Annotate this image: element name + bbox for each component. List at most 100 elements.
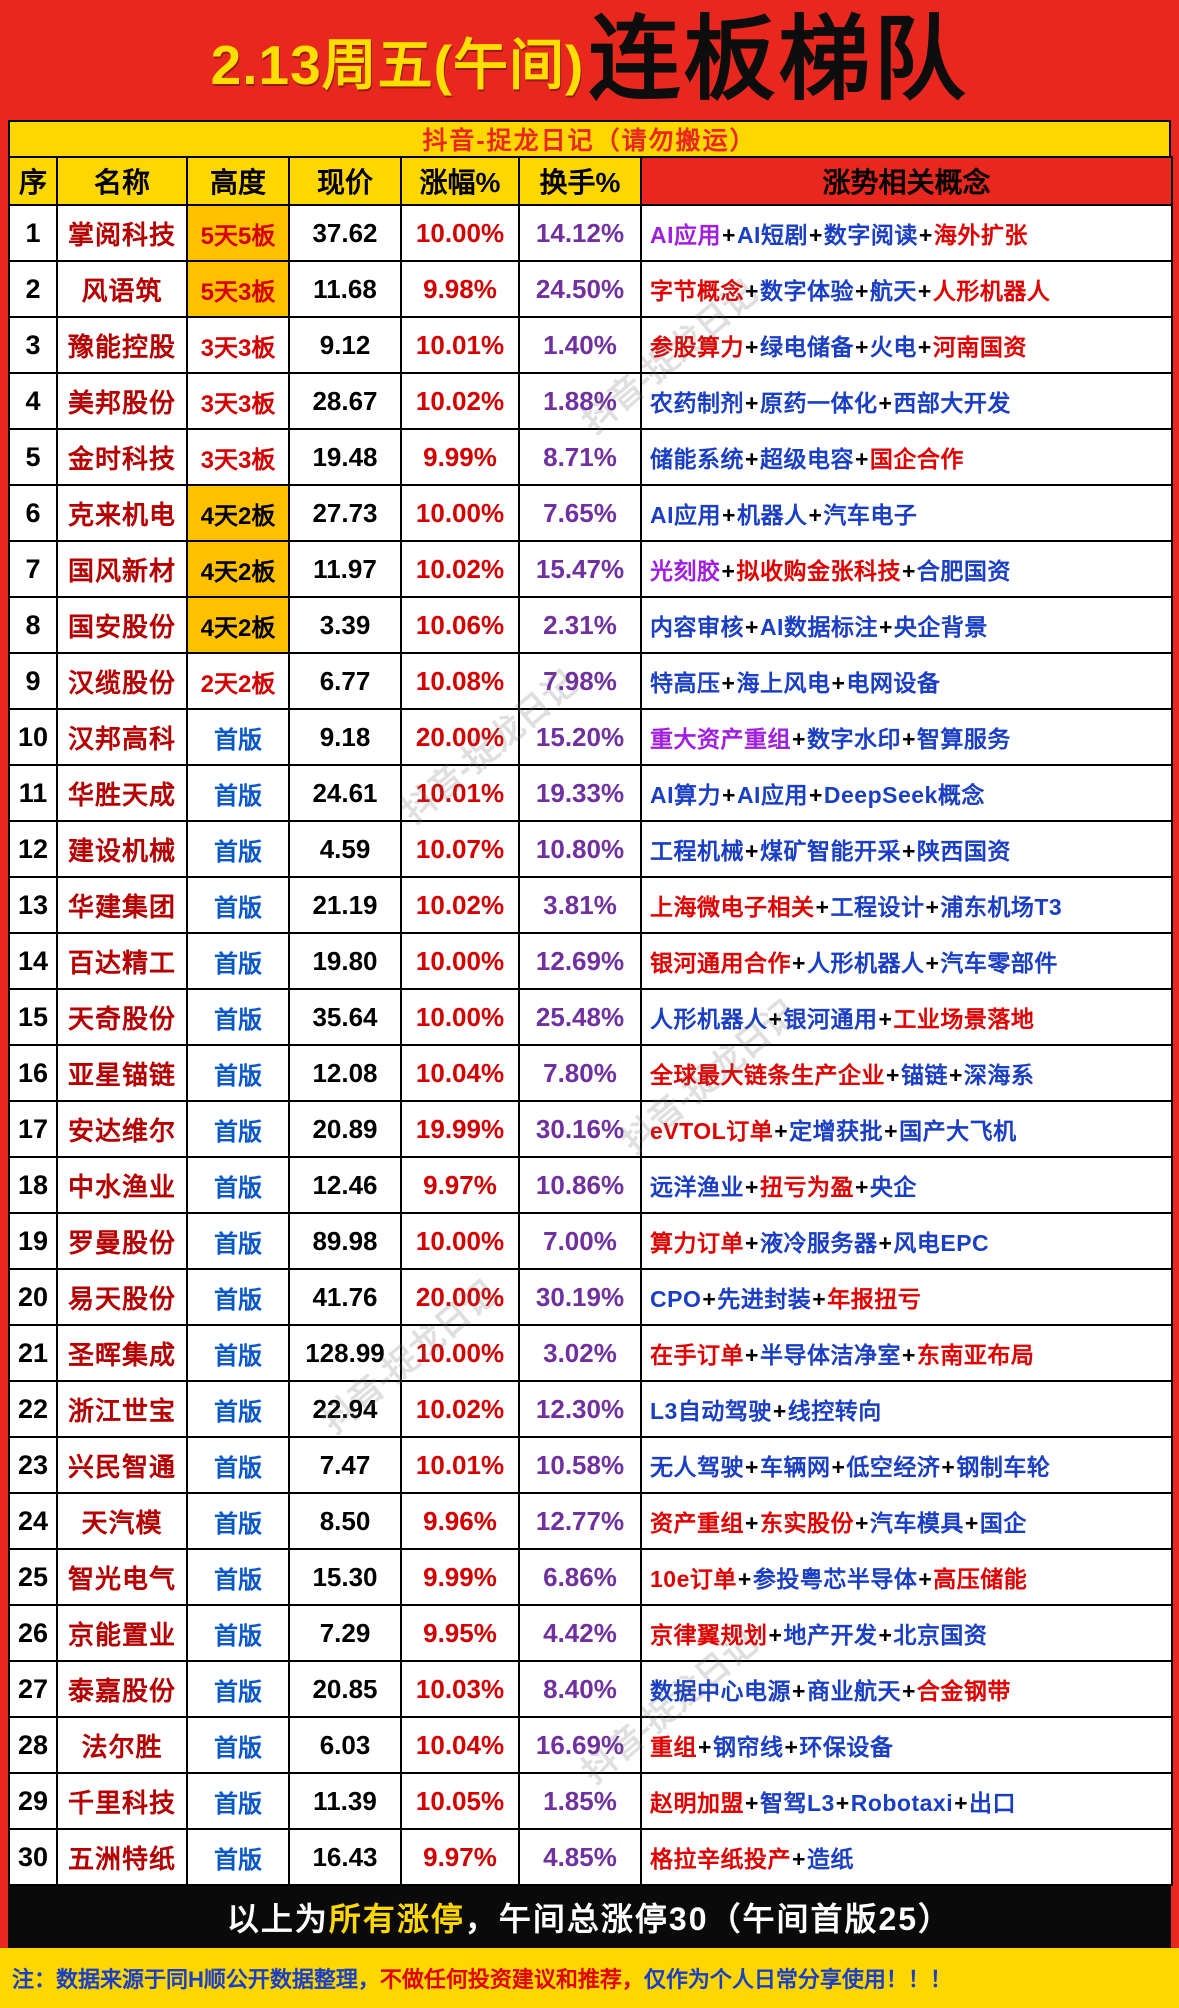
concept-tag: 人形机器人 — [932, 278, 1051, 304]
change-percent: 10.02% — [400, 372, 520, 430]
concept-tag: 数字体验 — [759, 278, 854, 304]
turnover-percent: 1.40% — [518, 316, 642, 374]
concept-list: 10e订单+参投粤芯半导体+高压储能 — [640, 1548, 1173, 1606]
current-price: 6.03 — [288, 1716, 402, 1774]
concept-tag: 京律翼规划 — [650, 1622, 768, 1648]
change-percent: 10.03% — [400, 1660, 520, 1718]
change-percent: 9.95% — [400, 1604, 520, 1662]
plus-separator: + — [745, 278, 759, 304]
change-percent: 10.05% — [400, 1772, 520, 1830]
change-percent: 10.02% — [400, 1380, 520, 1438]
concept-tag: 低空经济 — [846, 1454, 941, 1480]
table-row: 4 美邦股份 3天3板 28.67 10.02% 1.88% 农药制剂+原药一体… — [8, 372, 1173, 430]
concept-tag: 定增获批 — [789, 1118, 884, 1144]
concept-tag: 北京国资 — [893, 1622, 988, 1648]
row-index: 8 — [8, 596, 58, 654]
concept-tag: 西部大开发 — [893, 390, 1011, 416]
concept-tag: AI应用 — [736, 782, 808, 808]
plus-separator: + — [917, 278, 932, 304]
row-index: 2 — [8, 260, 58, 318]
concept-tag: CPO — [650, 1286, 702, 1312]
change-percent: 10.04% — [400, 1044, 520, 1102]
board-height: 首版 — [186, 1828, 290, 1886]
concept-tag: 航天 — [869, 278, 917, 304]
concept-list: 数据中心电源+商业航天+合金钢带 — [640, 1660, 1173, 1718]
concept-tag: eVTOL订单 — [650, 1118, 774, 1144]
concept-tag: AI应用 — [650, 502, 721, 528]
table-row: 13 华建集团 首版 21.19 10.02% 3.81% 上海微电子相关+工程… — [8, 876, 1173, 934]
row-index: 24 — [8, 1492, 58, 1550]
concept-tag: 年报扭亏 — [827, 1286, 922, 1312]
table-row: 21 圣晖集成 首版 128.99 10.00% 3.02% 在手订单+半导体洁… — [8, 1324, 1173, 1382]
concept-tag: 格拉辛纸投产 — [650, 1846, 791, 1872]
current-price: 12.08 — [288, 1044, 402, 1102]
turnover-percent: 1.85% — [518, 1772, 642, 1830]
stock-name: 圣晖集成 — [56, 1324, 188, 1382]
concept-tag: 智算服务 — [916, 726, 1011, 752]
concept-tag: 工程设计 — [830, 894, 925, 920]
plus-separator: + — [745, 1230, 759, 1256]
row-index: 26 — [8, 1604, 58, 1662]
plus-separator: + — [784, 1734, 799, 1760]
concept-list: 字节概念+数字体验+航天+人形机器人 — [640, 260, 1173, 318]
board-height: 首版 — [186, 1380, 290, 1438]
concept-tag: 储能系统 — [650, 446, 744, 472]
table-row: 11 华胜天成 首版 24.61 10.01% 19.33% AI算力+AI应用… — [8, 764, 1173, 822]
current-price: 12.46 — [288, 1156, 402, 1214]
board-height: 首版 — [186, 1492, 290, 1550]
turnover-percent: 10.80% — [518, 820, 642, 878]
turnover-percent: 25.48% — [518, 988, 642, 1046]
footer-bar: 以上为 所有涨停 ，午间总涨停30（午间首版25） — [8, 1886, 1171, 1948]
current-price: 7.29 — [288, 1604, 402, 1662]
change-percent: 10.00% — [400, 484, 520, 542]
stock-name: 华胜天成 — [56, 764, 188, 822]
plus-separator: + — [792, 1846, 806, 1872]
turnover-percent: 4.42% — [518, 1604, 642, 1662]
table-row: 20 易天股份 首版 41.76 20.00% 30.19% CPO+先进封装+… — [8, 1268, 1173, 1326]
table-row: 24 天汽模 首版 8.50 9.96% 12.77% 资产重组+东实股份+汽车… — [8, 1492, 1173, 1550]
turnover-percent: 15.47% — [518, 540, 642, 598]
plus-separator: + — [901, 726, 916, 752]
concept-tag: 人形机器人 — [806, 950, 925, 976]
change-percent: 10.01% — [400, 316, 520, 374]
table-row: 28 法尔胜 首版 6.03 10.04% 16.69% 重组+钢帘线+环保设备 — [8, 1716, 1173, 1774]
current-price: 15.30 — [288, 1548, 402, 1606]
change-percent: 10.02% — [400, 876, 520, 934]
board-height: 首版 — [186, 1660, 290, 1718]
change-percent: 10.08% — [400, 652, 520, 710]
current-price: 24.61 — [288, 764, 402, 822]
board-height: 首版 — [186, 1044, 290, 1102]
current-price: 16.43 — [288, 1828, 402, 1886]
table-header-row: 序 名称 高度 现价 涨幅% 换手% 涨势相关概念 — [8, 156, 1173, 206]
concept-tag: 智驾L3 — [759, 1790, 835, 1816]
concept-tag: AI算力 — [650, 782, 721, 808]
text-segment: ，午间总涨停30（午间首版25） — [464, 1901, 953, 1937]
row-index: 7 — [8, 540, 58, 598]
text-segment: 所有涨停 — [328, 1901, 465, 1937]
concept-tag: 合肥国资 — [916, 558, 1011, 584]
row-index: 20 — [8, 1268, 58, 1326]
row-index: 28 — [8, 1716, 58, 1774]
current-price: 35.64 — [288, 988, 402, 1046]
plus-separator: + — [745, 334, 759, 360]
plus-separator: + — [745, 446, 759, 472]
current-price: 6.77 — [288, 652, 402, 710]
table-row: 17 安达维尔 首版 20.89 19.99% 30.16% eVTOL订单+定… — [8, 1100, 1173, 1158]
table-row: 27 泰嘉股份 首版 20.85 10.03% 8.40% 数据中心电源+商业航… — [8, 1660, 1173, 1718]
board-height: 首版 — [186, 1772, 290, 1830]
board-height: 3天3板 — [186, 372, 290, 430]
concept-tag: 重大资产重组 — [650, 726, 791, 752]
concept-tag: 出口 — [969, 1790, 1017, 1816]
concept-tag: 线控转向 — [787, 1398, 882, 1424]
plus-separator: + — [901, 1342, 916, 1368]
concept-list: eVTOL订单+定增获批+国产大飞机 — [640, 1100, 1173, 1158]
current-price: 128.99 — [288, 1324, 402, 1382]
concept-tag: 工程机械 — [650, 838, 744, 864]
concept-tag: 在手订单 — [650, 1342, 744, 1368]
row-index: 11 — [8, 764, 58, 822]
row-index: 4 — [8, 372, 58, 430]
board-height: 3天3板 — [186, 316, 290, 374]
col-header-change: 涨幅% — [400, 156, 520, 206]
concept-list: 参股算力+绿电储备+火电+河南国资 — [640, 316, 1173, 374]
